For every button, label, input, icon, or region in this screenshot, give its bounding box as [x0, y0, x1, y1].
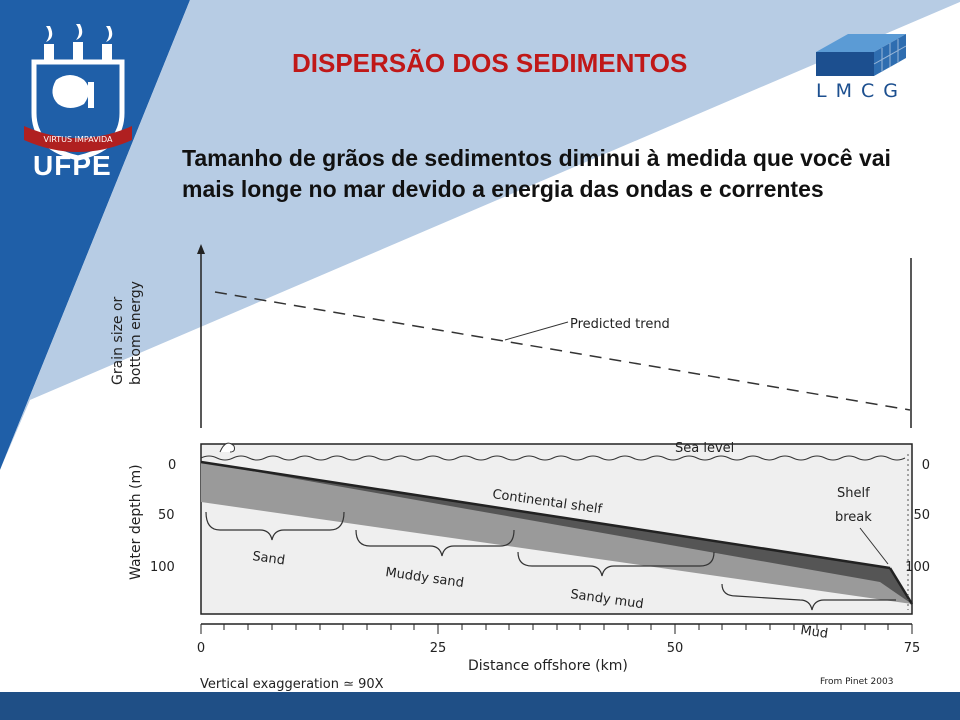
light-band	[0, 0, 960, 470]
x-tick-50: 50	[667, 641, 684, 656]
sand-bracket	[205, 511, 345, 541]
x-tick-25: 25	[430, 641, 447, 656]
sediment-dispersion-figure: Predicted trend Grain size or bottom ene…	[110, 244, 930, 692]
predicted-trend-label: Predicted trend	[570, 317, 670, 332]
sandy-mud-bracket	[517, 551, 715, 577]
top-ylabel-line1: Grain size or	[110, 296, 126, 385]
shelf-break-leader	[859, 527, 889, 565]
shelf-break-label-line1: Shelf	[837, 486, 870, 501]
ufpe-logo-text: UFPE	[33, 150, 112, 181]
source-credit: From Pinet 2003	[820, 677, 893, 687]
continental-shelf-line	[200, 460, 891, 570]
ufpe-motto: VIRTUS IMPAVIDA	[43, 135, 113, 144]
footer-bar	[0, 692, 960, 720]
slide-title: DISPERSÃO DOS SEDIMENTOS	[292, 48, 688, 78]
y-tick-right-0: 0	[922, 458, 930, 473]
zone-mud: Mud	[799, 623, 829, 642]
sea-level-waves	[200, 455, 906, 461]
predicted-trend-line	[214, 291, 911, 411]
y-tick-right-50: 50	[913, 508, 930, 523]
mud-bracket	[721, 583, 896, 611]
top-ylabel-line2: bottom energy	[128, 281, 144, 385]
lmcg-cube-icon	[816, 34, 907, 76]
slide-subtitle: Tamanho de grãos de sedimentos diminui à…	[182, 145, 891, 202]
lmcg-logo-text: LMCG	[816, 80, 907, 102]
vertical-exaggeration-note: Vertical exaggeration ≃ 90X	[200, 677, 384, 692]
x-tick-0: 0	[197, 641, 205, 656]
y-tick-left-50: 50	[158, 508, 175, 523]
top-y-axis-arrow	[197, 244, 205, 254]
zone-sand: Sand	[251, 549, 285, 568]
trend-leader-line	[504, 321, 569, 341]
y-tick-left-100: 100	[150, 560, 175, 575]
x-tick-75: 75	[904, 641, 921, 656]
ufpe-crest-icon: VIRTUS IMPAVIDA	[24, 24, 132, 161]
shelf-upper-band	[201, 462, 912, 604]
y-tick-right-100: 100	[905, 560, 930, 575]
sea-level-label: Sea level	[675, 441, 734, 456]
breaking-wave-icon	[219, 442, 235, 453]
x-axis-label: Distance offshore (km)	[468, 658, 628, 674]
y-tick-left-0: 0	[168, 458, 176, 473]
bottom-ylabel: Water depth (m)	[128, 464, 144, 580]
muddy-sand-bracket	[355, 529, 515, 557]
shelf-break-line	[888, 567, 914, 605]
x-axis-ticks	[200, 624, 913, 634]
shelf-break-label-line2: break	[835, 510, 872, 525]
band-highlight	[0, 2, 960, 480]
